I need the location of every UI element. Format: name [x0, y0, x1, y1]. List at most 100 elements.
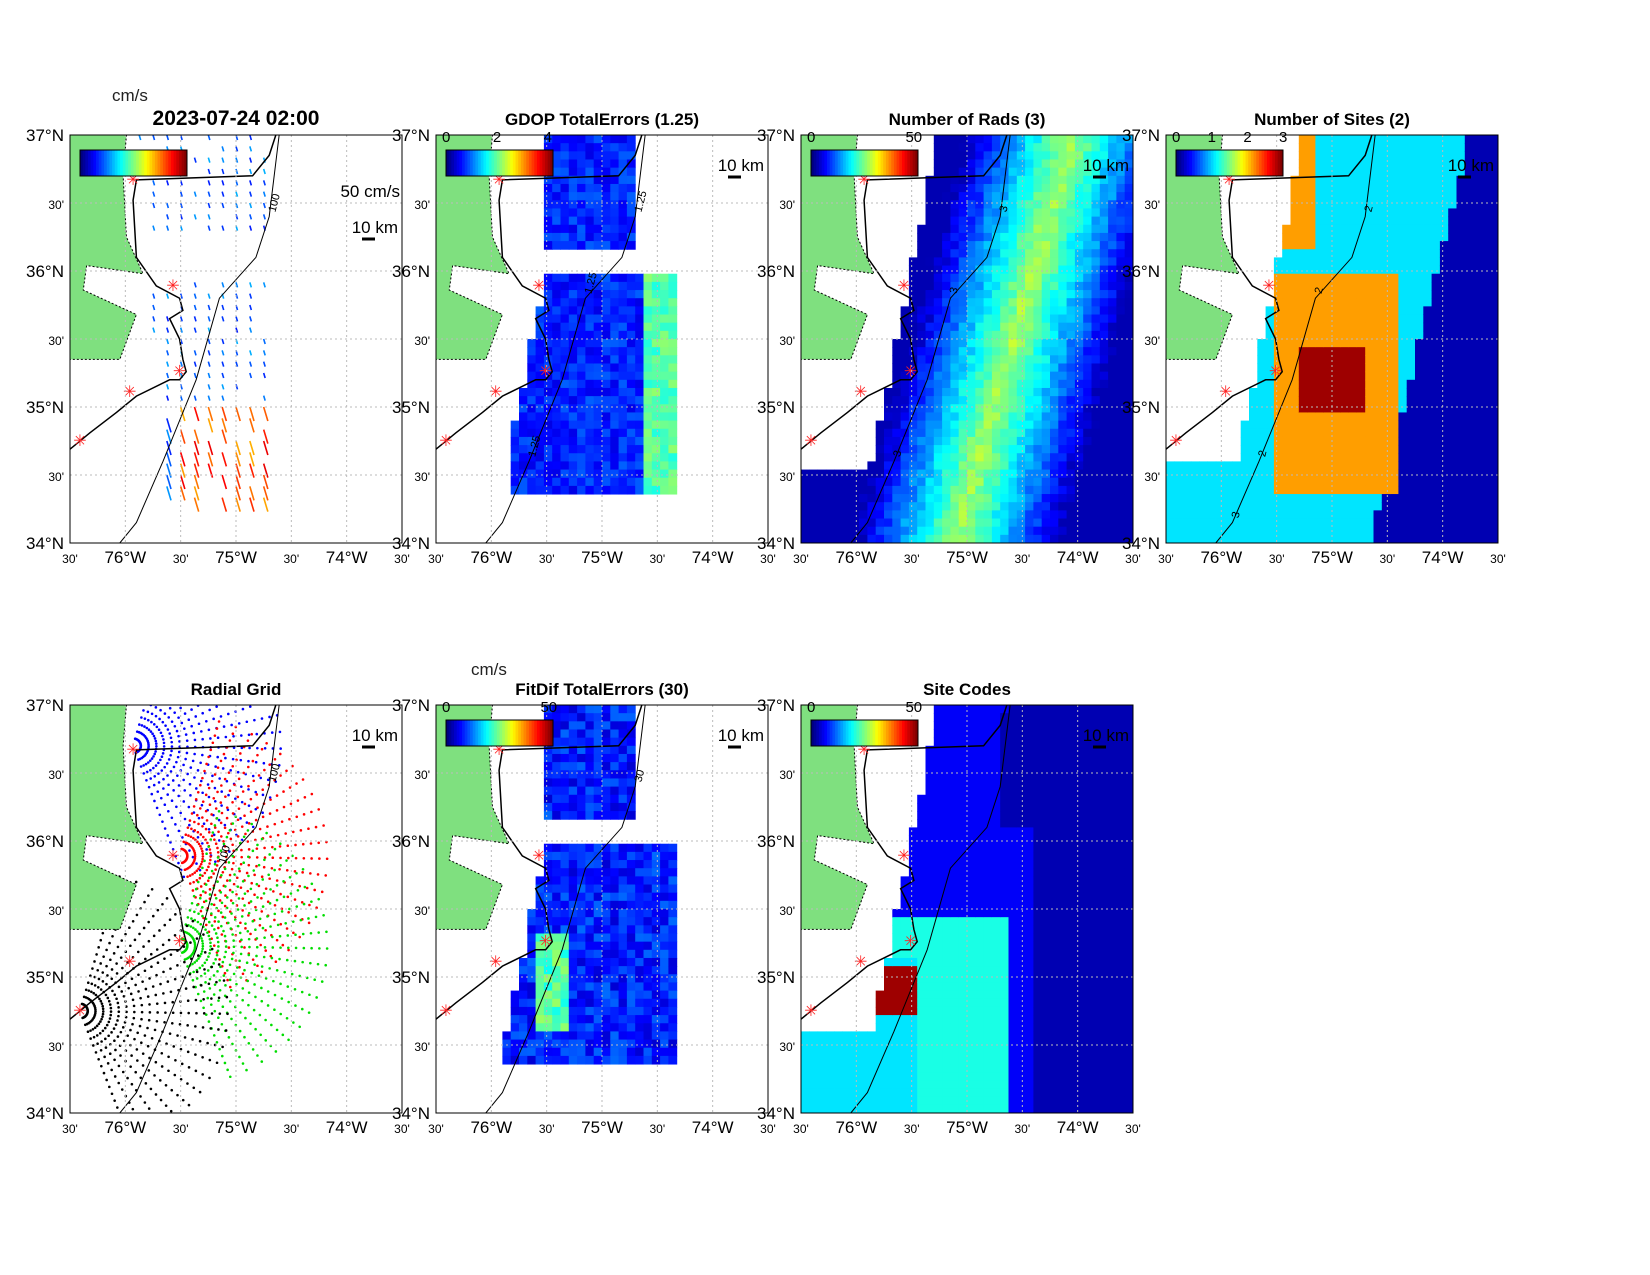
- radial-grid-point: [199, 893, 203, 897]
- data-cell: [1332, 167, 1341, 177]
- contour-label: 3: [948, 286, 961, 295]
- panel-vectors: ✳✳✳✳✳37°N30'36°N30'35°N30'34°N30' 76°W 30'…: [26, 86, 410, 567]
- data-cell: [825, 518, 835, 528]
- data-cell: [908, 461, 918, 471]
- data-cell: [1058, 339, 1068, 348]
- radial-grid-point: [247, 914, 250, 917]
- data-cell: [1290, 281, 1300, 291]
- site-marker-icon: ✳: [897, 278, 910, 295]
- data-cell: [1373, 387, 1383, 397]
- data-cell: [1174, 485, 1184, 495]
- data-cell: [1008, 396, 1018, 405]
- radial-grid-point: [247, 784, 250, 788]
- data-cell: [1464, 151, 1474, 160]
- colorbar-segment: [1229, 150, 1233, 176]
- data-cell: [610, 192, 620, 201]
- data-cell: [1464, 485, 1474, 495]
- data-cell: [585, 143, 595, 152]
- data-cell: [602, 420, 611, 430]
- data-cell: [560, 322, 570, 332]
- current-vector: [235, 497, 241, 512]
- data-cell: [1456, 371, 1466, 381]
- current-vector: [221, 168, 225, 175]
- radial-grid-point: [278, 752, 282, 756]
- data-cell: [1464, 249, 1474, 258]
- data-cell: [1091, 241, 1101, 250]
- data-cell: [1083, 420, 1092, 430]
- data-cell: [1108, 306, 1117, 316]
- colorbar-segment: [864, 150, 868, 176]
- data-cell: [535, 412, 545, 422]
- current-vector: [221, 157, 225, 163]
- data-cell: [1066, 208, 1076, 218]
- data-cell: [1025, 461, 1034, 471]
- data-cell: [950, 363, 960, 373]
- data-cell: [1340, 249, 1350, 258]
- data-cell: [543, 290, 553, 299]
- data-cell: [1439, 200, 1449, 209]
- data-cell: [933, 241, 943, 250]
- data-cell: [1041, 151, 1051, 160]
- data-cell: [1108, 339, 1117, 348]
- data-cell: [1074, 412, 1084, 422]
- data-cell: [850, 485, 860, 495]
- radial-grid-point: [201, 942, 205, 945]
- data-cell: [1340, 159, 1350, 169]
- data-cell: [1091, 175, 1101, 185]
- data-cell: [651, 461, 661, 471]
- data-cell: [1000, 469, 1009, 479]
- data-cell: [1481, 216, 1491, 226]
- radial-grid-point: [188, 782, 192, 786]
- data-cell: [1365, 298, 1374, 307]
- current-vector: [249, 191, 253, 197]
- data-cell: [1116, 281, 1126, 291]
- data-cell: [1240, 420, 1250, 430]
- data-cell: [1099, 436, 1109, 446]
- data-cell: [1298, 428, 1308, 438]
- data-cell: [1431, 208, 1441, 218]
- data-cell: [1381, 379, 1391, 389]
- data-cell: [983, 534, 993, 543]
- data-cell: [975, 224, 985, 234]
- radial-grid-point: [204, 891, 207, 894]
- data-cell: [1448, 257, 1457, 267]
- data-cell: [1091, 159, 1101, 169]
- data-cell: [552, 339, 561, 348]
- data-cell: [1365, 281, 1374, 291]
- contour-label: 3: [998, 204, 1011, 213]
- data-cell: [1099, 502, 1109, 511]
- data-cell: [1091, 216, 1101, 226]
- data-cell: [643, 371, 653, 381]
- radial-grid-point: [199, 952, 203, 956]
- radial-grid-point: [145, 726, 149, 730]
- radial-grid-point: [213, 786, 217, 790]
- data-cell: [1083, 290, 1092, 299]
- radial-grid-point: [250, 881, 254, 885]
- data-cell: [560, 298, 570, 307]
- data-cell: [1323, 494, 1333, 503]
- data-cell: [602, 192, 611, 201]
- data-cell: [1066, 257, 1076, 267]
- data-cell: [1390, 404, 1399, 413]
- radial-grid-point: [139, 765, 143, 768]
- data-cell: [577, 290, 586, 299]
- radial-grid-point: [159, 731, 163, 735]
- data-cell: [1348, 477, 1358, 487]
- data-cell: [1273, 265, 1283, 275]
- data-cell: [875, 445, 885, 454]
- data-cell: [1348, 371, 1358, 381]
- data-cell: [560, 159, 570, 169]
- data-cell: [1315, 330, 1325, 340]
- data-cell: [1473, 518, 1482, 528]
- radial-grid-point: [199, 833, 203, 836]
- data-cell: [1008, 143, 1018, 152]
- lat-tick-label: 30': [48, 334, 64, 348]
- current-vector: [166, 135, 170, 141]
- current-vector: [221, 316, 225, 322]
- data-cell: [1116, 355, 1126, 364]
- colorbar-segment: [539, 150, 543, 176]
- data-cell: [1033, 371, 1043, 381]
- colorbar-segment: [907, 150, 911, 176]
- data-cell: [917, 404, 926, 413]
- data-cell: [1298, 224, 1308, 234]
